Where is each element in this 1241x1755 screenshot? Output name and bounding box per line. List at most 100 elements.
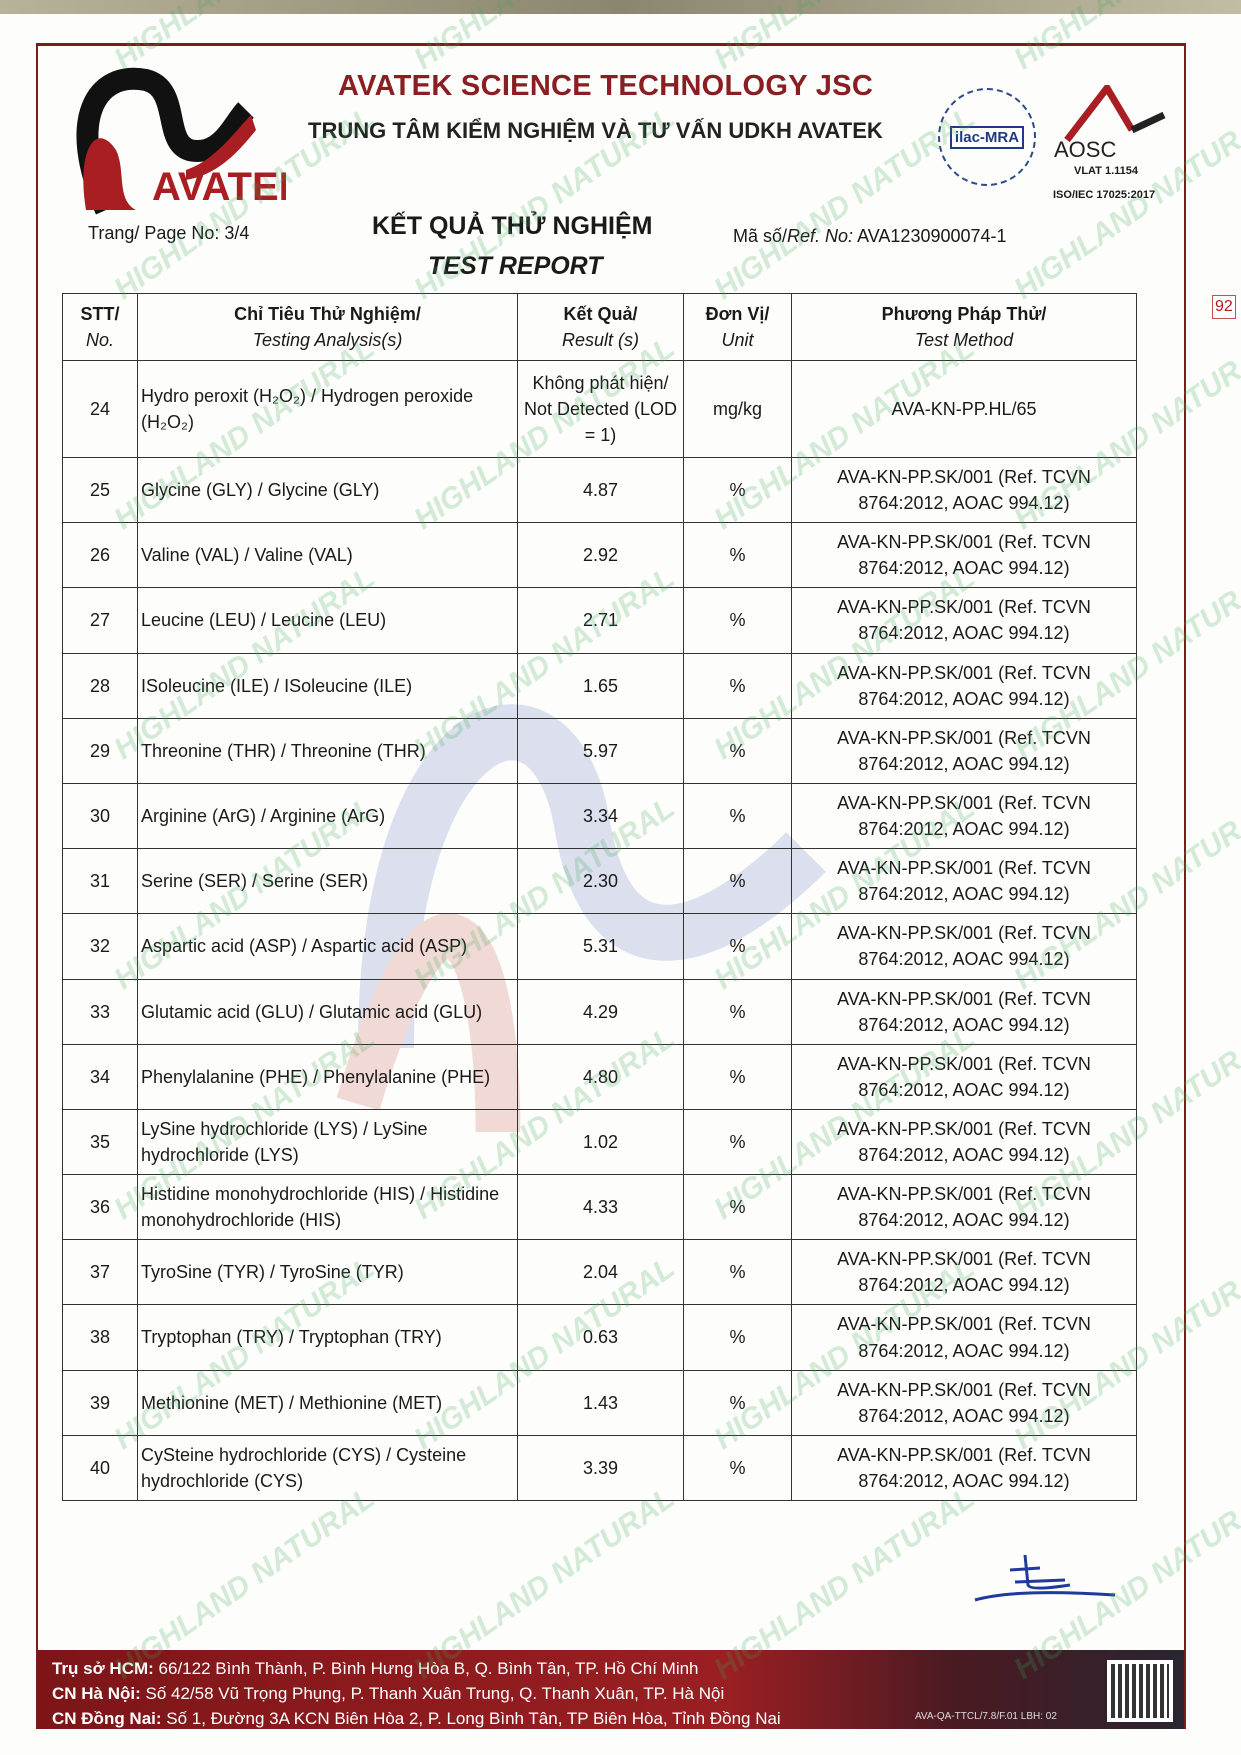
- ilac-mra-seal: ilac-MRA: [938, 88, 1036, 186]
- analysis-name: Methionine (MET) / Methionine (MET): [137, 1369, 518, 1436]
- analysis-name: Glycine (GLY) / Glycine (GLY): [137, 456, 518, 524]
- report-title-vn: KẾT QUẢ THỬ NGHIỆM: [372, 212, 653, 240]
- unit: %: [683, 848, 792, 915]
- logo-text: AVATEK: [152, 165, 286, 209]
- analysis-name: Serine (SER) / Serine (SER): [137, 848, 518, 915]
- row-number: 35: [62, 1108, 138, 1176]
- result-value: 2.30: [517, 848, 684, 915]
- footer-addresses: Trụ sở HCM: 66/122 Bình Thành, P. Bình H…: [38, 1650, 1184, 1729]
- results-table: STT/No. Chỉ Tiêu Thử Nghiệm/Testing Analy…: [62, 293, 1137, 1502]
- analysis-name: CySteine hydrochloride (CYS) / Cysteine …: [137, 1434, 518, 1502]
- column-header: STT/No.: [62, 293, 138, 361]
- table-row: 27 Leucine (LEU) / Leucine (LEU) 2.71% AVA-…: [62, 587, 1137, 654]
- analysis-name: LySine hydrochloride (LYS) / LySine hydr…: [137, 1108, 518, 1176]
- adjacent-page-stamp: 92: [1212, 295, 1236, 319]
- row-number: 40: [62, 1434, 138, 1502]
- result-value: 2.04: [517, 1239, 684, 1306]
- aosc-logo: AOSC VLAT 1.1154: [1052, 81, 1172, 195]
- unit: %: [683, 652, 792, 719]
- table-row: 40 CySteine hydrochloride (CYS) / Cystein…: [62, 1434, 1137, 1502]
- result-value: 4.33: [517, 1174, 684, 1241]
- table-row: 24 Hydro peroxit (H₂O₂) / Hydrogen peroxi…: [62, 360, 1137, 458]
- unit: %: [683, 978, 792, 1045]
- row-number: 26: [62, 522, 138, 589]
- result-value: 2.71: [517, 587, 684, 654]
- result-value: 1.02: [517, 1108, 684, 1176]
- result-value: 4.29: [517, 978, 684, 1045]
- test-method: AVA-KN-PP.SK/001 (Ref. TCVN 8764:2012, A…: [791, 978, 1137, 1045]
- analysis-name: Arginine (ArG) / Arginine (ArG): [137, 782, 518, 850]
- unit: %: [683, 1108, 792, 1176]
- analysis-name: Glutamic acid (GLU) / Glutamic acid (GLU…: [137, 978, 518, 1045]
- row-number: 29: [62, 717, 138, 784]
- analysis-name: TyroSine (TYR) / TyroSine (TYR): [137, 1239, 518, 1306]
- company-name: AVATEK SCIENCE TECHNOLOGY JSC: [338, 70, 874, 102]
- unit: %: [683, 522, 792, 589]
- row-number: 27: [62, 587, 138, 654]
- row-number: 28: [62, 652, 138, 719]
- result-value: 1.65: [517, 652, 684, 719]
- row-number: 30: [62, 782, 138, 850]
- test-method: AVA-KN-PP.HL/65: [791, 360, 1137, 458]
- unit: %: [683, 1043, 792, 1110]
- analysis-name: Phenylalanine (PHE) / Phenylalanine (PHE…: [137, 1043, 518, 1110]
- unit: mg/kg: [683, 360, 792, 458]
- result-value: 1.43: [517, 1369, 684, 1436]
- result-value: Không phát hiện/ Not Detected (LOD = 1): [517, 360, 684, 458]
- row-number: 39: [62, 1369, 138, 1436]
- test-method: AVA-KN-PP.SK/001 (Ref. TCVN 8764:2012, A…: [791, 1239, 1137, 1306]
- analysis-name: Aspartic acid (ASP) / Aspartic acid (ASP…: [137, 913, 518, 980]
- analysis-name: Histidine monohydrochloride (HIS) / Hist…: [137, 1174, 518, 1241]
- analysis-name: Hydro peroxit (H₂O₂) / Hydrogen peroxide…: [137, 360, 518, 458]
- unit: %: [683, 456, 792, 524]
- result-value: 5.31: [517, 913, 684, 980]
- table-row: 25 Glycine (GLY) / Glycine (GLY) 4.87% AVA-…: [62, 456, 1137, 524]
- test-method: AVA-KN-PP.SK/001 (Ref. TCVN 8764:2012, A…: [791, 1304, 1137, 1371]
- result-value: 4.87: [517, 456, 684, 524]
- row-number: 32: [62, 913, 138, 980]
- analysis-name: ISoleucine (ILE) / ISoleucine (ILE): [137, 652, 518, 719]
- test-method: AVA-KN-PP.SK/001 (Ref. TCVN 8764:2012, A…: [791, 652, 1137, 719]
- table-row: 31 Serine (SER) / Serine (SER) 2.30% AVA-KN…: [62, 848, 1137, 915]
- row-number: 33: [62, 978, 138, 1045]
- result-value: 5.97: [517, 717, 684, 784]
- test-method: AVA-KN-PP.SK/001 (Ref. TCVN 8764:2012, A…: [791, 456, 1137, 524]
- result-value: 2.92: [517, 522, 684, 589]
- row-number: 38: [62, 1304, 138, 1371]
- footer-address-line: CN Đồng Nai: Số 1, Đường 3A KCN Biên Hòa…: [52, 1709, 781, 1728]
- test-method: AVA-KN-PP.SK/001 (Ref. TCVN 8764:2012, A…: [791, 848, 1137, 915]
- report-title-en: TEST REPORT: [428, 252, 603, 280]
- page-edge: [0, 0, 1241, 14]
- row-number: 25: [62, 456, 138, 524]
- qr-code[interactable]: [1107, 1660, 1173, 1722]
- test-method: AVA-KN-PP.SK/001 (Ref. TCVN 8764:2012, A…: [791, 717, 1137, 784]
- analysis-name: Threonine (THR) / Threonine (THR): [137, 717, 518, 784]
- table-row: 36 Histidine monohydrochloride (HIS) / Hi…: [62, 1174, 1137, 1241]
- row-number: 37: [62, 1239, 138, 1306]
- footer-address-line: Trụ sở HCM: 66/122 Bình Thành, P. Bình H…: [52, 1659, 699, 1678]
- column-header: Phương Pháp Thử/Test Method: [791, 293, 1137, 361]
- page-number: Trang/ Page No: 3/4: [88, 223, 250, 243]
- column-header: Đơn Vị/Unit: [683, 293, 792, 361]
- unit: %: [683, 1304, 792, 1371]
- unit: %: [683, 1369, 792, 1436]
- table-row: 26 Valine (VAL) / Valine (VAL) 2.92% AVA-KN…: [62, 522, 1137, 589]
- table-row: 32 Aspartic acid (ASP) / Aspartic acid (A…: [62, 913, 1137, 980]
- test-method: AVA-KN-PP.SK/001 (Ref. TCVN 8764:2012, A…: [791, 1043, 1137, 1110]
- table-row: 34 Phenylalanine (PHE) / Phenylalanine (P…: [62, 1043, 1137, 1110]
- test-method: AVA-KN-PP.SK/001 (Ref. TCVN 8764:2012, A…: [791, 587, 1137, 654]
- reference-number: Mã số/Ref. No: AVA1230900074-1: [733, 226, 1007, 246]
- result-value: 3.34: [517, 782, 684, 850]
- footer-address-line: CN Hà Nội: Số 42/58 Vũ Trọng Phụng, P. T…: [52, 1684, 725, 1703]
- table-row: 39 Methionine (MET) / Methionine (MET) 1.4…: [62, 1369, 1137, 1436]
- table-row: 28 ISoleucine (ILE) / ISoleucine (ILE) 1.6…: [62, 652, 1137, 719]
- test-method: AVA-KN-PP.SK/001 (Ref. TCVN 8764:2012, A…: [791, 1108, 1137, 1176]
- table-row: 37 TyroSine (TYR) / TyroSine (TYR) 2.04% AV…: [62, 1239, 1137, 1306]
- unit: %: [683, 587, 792, 654]
- test-method: AVA-KN-PP.SK/001 (Ref. TCVN 8764:2012, A…: [791, 522, 1137, 589]
- row-number: 31: [62, 848, 138, 915]
- unit: %: [683, 1434, 792, 1502]
- row-number: 24: [62, 360, 138, 458]
- unit: %: [683, 717, 792, 784]
- result-value: 4.80: [517, 1043, 684, 1110]
